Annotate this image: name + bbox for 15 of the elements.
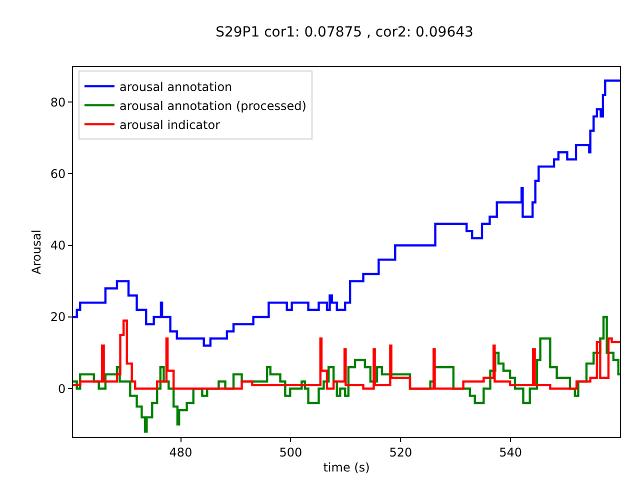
y-tick-label: 0 [58,382,66,396]
y-tick-label: 40 [50,238,66,253]
y-tick-label: 20 [50,310,66,324]
y-axis-title: Arousal [30,230,44,274]
x-axis-title: time (s) [323,460,370,474]
x-tick-label: 520 [389,445,412,460]
legend-label: arousal annotation [119,80,232,94]
y-tick-label: 80 [50,95,66,110]
y-tick-label: 60 [50,166,66,181]
chart-title: S29P1 cor1: 0.07875 , cor2: 0.09643 [216,24,474,40]
legend-label: arousal indicator [119,118,220,132]
legend-label: arousal annotation (processed) [119,98,306,113]
x-tick-label: 500 [279,445,302,460]
x-tick-label: 540 [499,445,522,460]
x-tick-label: 480 [169,445,192,460]
